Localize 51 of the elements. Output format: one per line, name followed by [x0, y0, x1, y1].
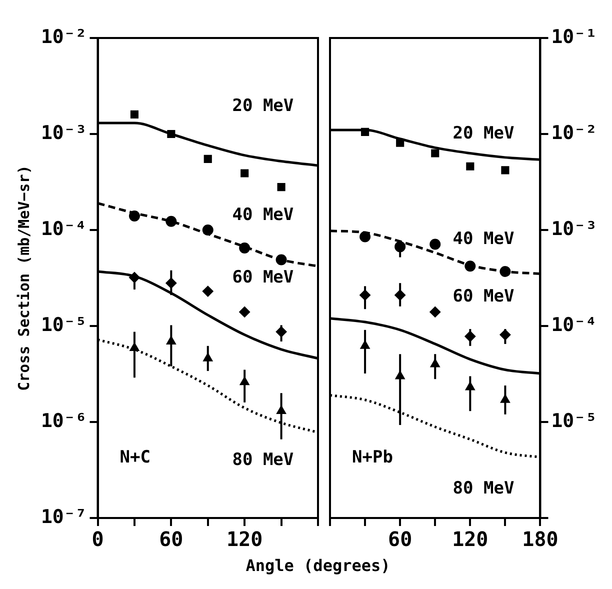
annotation: 80 MeV — [232, 450, 294, 470]
text: N+Pb — [352, 447, 393, 468]
point — [500, 266, 511, 277]
x-tick-label: 60 — [159, 527, 184, 552]
y2-tick-label: 10⁻³ — [551, 218, 598, 240]
y-tick-label: 10⁻⁵ — [40, 314, 87, 336]
y-tick-label: 10⁻³ — [40, 122, 87, 144]
point — [167, 130, 176, 138]
x-tick-label: 120 — [226, 527, 263, 552]
point — [277, 183, 286, 192]
point — [361, 128, 370, 136]
point — [396, 138, 404, 147]
x-tick-label: 0 — [92, 527, 104, 552]
x-tick-label: 180 — [522, 527, 558, 552]
y-tick-label: 10⁻⁷ — [40, 506, 87, 528]
y-tick-label: 10⁻² — [40, 26, 87, 48]
point — [430, 238, 441, 250]
y-tick-label: 10⁻⁶ — [40, 410, 87, 432]
point — [360, 231, 371, 242]
text: N+C — [120, 447, 150, 468]
point — [464, 260, 476, 272]
point — [204, 154, 212, 163]
annotation: 20 MeV — [452, 123, 514, 144]
y2-tick-label: 10⁻¹ — [551, 26, 598, 48]
annotation: 40 MeV — [232, 205, 294, 226]
point — [430, 306, 441, 318]
annotation: 80 MeV — [452, 478, 514, 499]
point — [166, 216, 177, 227]
point — [240, 169, 249, 178]
y-tick-label: 10⁻⁴ — [40, 218, 87, 240]
y2-tick-label: 10⁻⁴ — [551, 314, 598, 336]
annotation: 20 MeV — [232, 96, 294, 116]
y2-tick-label: 10⁻² — [551, 122, 598, 144]
point — [239, 242, 250, 254]
point — [276, 254, 287, 266]
annotation: 40 MeV — [452, 229, 514, 250]
point — [202, 286, 214, 297]
point — [239, 306, 250, 318]
x-tick-label: 60 — [388, 527, 412, 552]
annotation: 60 MeV — [452, 286, 514, 307]
y2-tick-label: 10⁻⁵ — [551, 410, 598, 432]
point — [202, 224, 214, 236]
x-axis-title: Angle (degrees) — [244, 556, 392, 575]
y-axis-title: Cross Section (mb/MeV−sr) — [14, 165, 33, 391]
x-tick-label: 120 — [452, 527, 488, 552]
annotation: 60 MeV — [232, 267, 294, 288]
point — [466, 162, 474, 170]
point — [501, 166, 510, 174]
point — [130, 110, 138, 118]
point — [431, 149, 440, 158]
point — [128, 210, 140, 222]
